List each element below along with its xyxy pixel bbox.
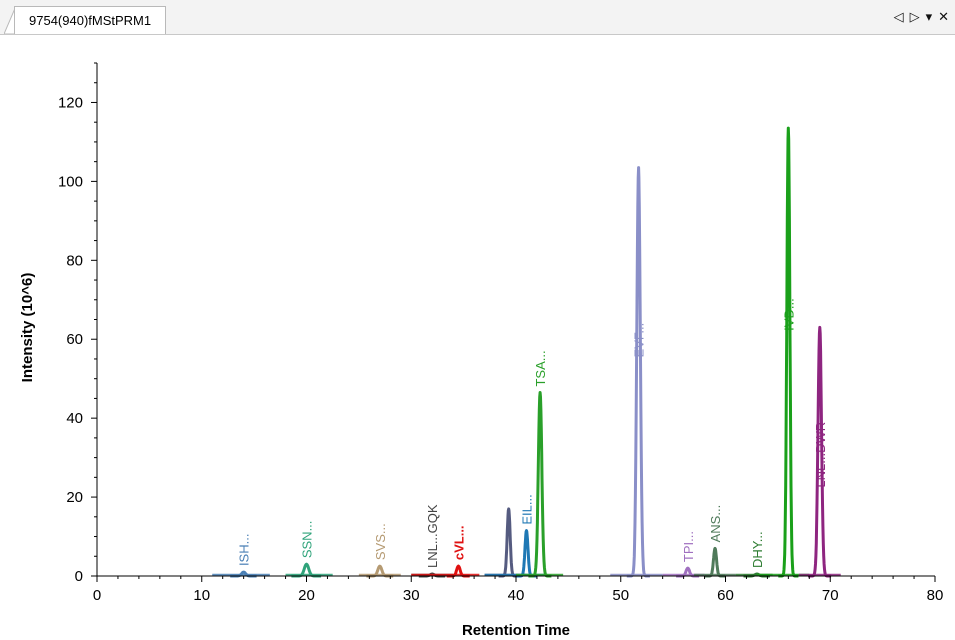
x-axis-title: Retention Time xyxy=(462,622,570,639)
peak-label: TPI... xyxy=(681,531,696,562)
axes: 0 10 20 30 40 50 60 70 80 0 20 40 60 80 100 120 xyxy=(58,62,944,604)
peak-trace xyxy=(497,507,520,578)
peak-4[interactable] xyxy=(411,564,480,578)
peak-label: TSA... xyxy=(533,350,548,386)
x-tick-label: 20 xyxy=(298,587,315,604)
peak-trace xyxy=(625,166,651,578)
y-tick-label: 40 xyxy=(66,410,83,427)
x-tick-label: 60 xyxy=(717,587,734,604)
tab-controls: ◁ ▷ ▾ ✕ xyxy=(894,8,949,26)
tab-edge xyxy=(4,6,16,34)
x-tick-label: 80 xyxy=(927,587,944,604)
peak-label: LNL...GQK xyxy=(425,504,440,568)
peak-label: ANS... xyxy=(708,505,723,543)
peak-label: SVS... xyxy=(373,523,388,560)
y-tick-label: 80 xyxy=(66,252,83,269)
y-tick-label: 60 xyxy=(66,331,83,348)
chromatogram-chart[interactable]: 0 10 20 30 40 50 60 70 80 0 20 40 60 80 100 120 ISH... S… xyxy=(0,35,955,640)
y-tick-label: 120 xyxy=(58,94,83,111)
peak-label: LNL...DWR xyxy=(813,422,828,488)
x-tick-label: 70 xyxy=(822,587,839,604)
peak-10[interactable] xyxy=(694,546,736,578)
dropdown-menu-icon[interactable]: ▾ xyxy=(925,9,933,24)
peak-labels: ISH... SSN... SVS... LNL...GQK cVL... EIL... T… xyxy=(237,298,828,568)
peak-label: EVF... xyxy=(632,323,647,358)
peak-label: DHY... xyxy=(750,531,765,568)
x-tick-label: 50 xyxy=(612,587,629,604)
peak-trace xyxy=(777,126,800,578)
previous-tab-icon[interactable]: ◁ xyxy=(893,9,904,24)
document-tab-bar: 9754(940)fMStPRM1 ◁ ▷ ▾ ✕ xyxy=(0,0,955,35)
peak-1[interactable] xyxy=(285,562,333,578)
peak-label: IVD... xyxy=(781,298,796,331)
x-tick-label: 10 xyxy=(193,587,210,604)
y-axis-title: Intensity (10^6) xyxy=(19,273,36,383)
close-icon[interactable]: ✕ xyxy=(938,9,949,24)
peak-label: cVL... xyxy=(451,525,466,560)
y-tick-label: 20 xyxy=(66,489,83,506)
peak-trace xyxy=(515,529,538,578)
peak-label: EIL... xyxy=(519,494,534,524)
peak-2[interactable] xyxy=(358,564,401,578)
peak-8[interactable] xyxy=(610,166,663,578)
peak-7[interactable] xyxy=(516,391,564,578)
x-tick-label: 0 xyxy=(93,587,101,604)
tab-title: 9754(940)fMStPRM1 xyxy=(29,13,152,28)
x-tick-label: 40 xyxy=(508,587,525,604)
next-tab-icon[interactable]: ▷ xyxy=(909,9,920,24)
peak-12[interactable] xyxy=(756,126,810,578)
y-tick-label: 0 xyxy=(75,568,83,585)
x-tick-label: 30 xyxy=(403,587,420,604)
peak-label: SSN... xyxy=(300,521,315,559)
peak-0[interactable] xyxy=(212,570,270,578)
tab-chromatogram[interactable]: 9754(940)fMStPRM1 xyxy=(14,6,167,34)
y-tick-label: 100 xyxy=(58,173,83,190)
peak-trace xyxy=(703,546,727,578)
peak-trace xyxy=(527,391,553,578)
peak-label: ISH... xyxy=(237,534,252,567)
